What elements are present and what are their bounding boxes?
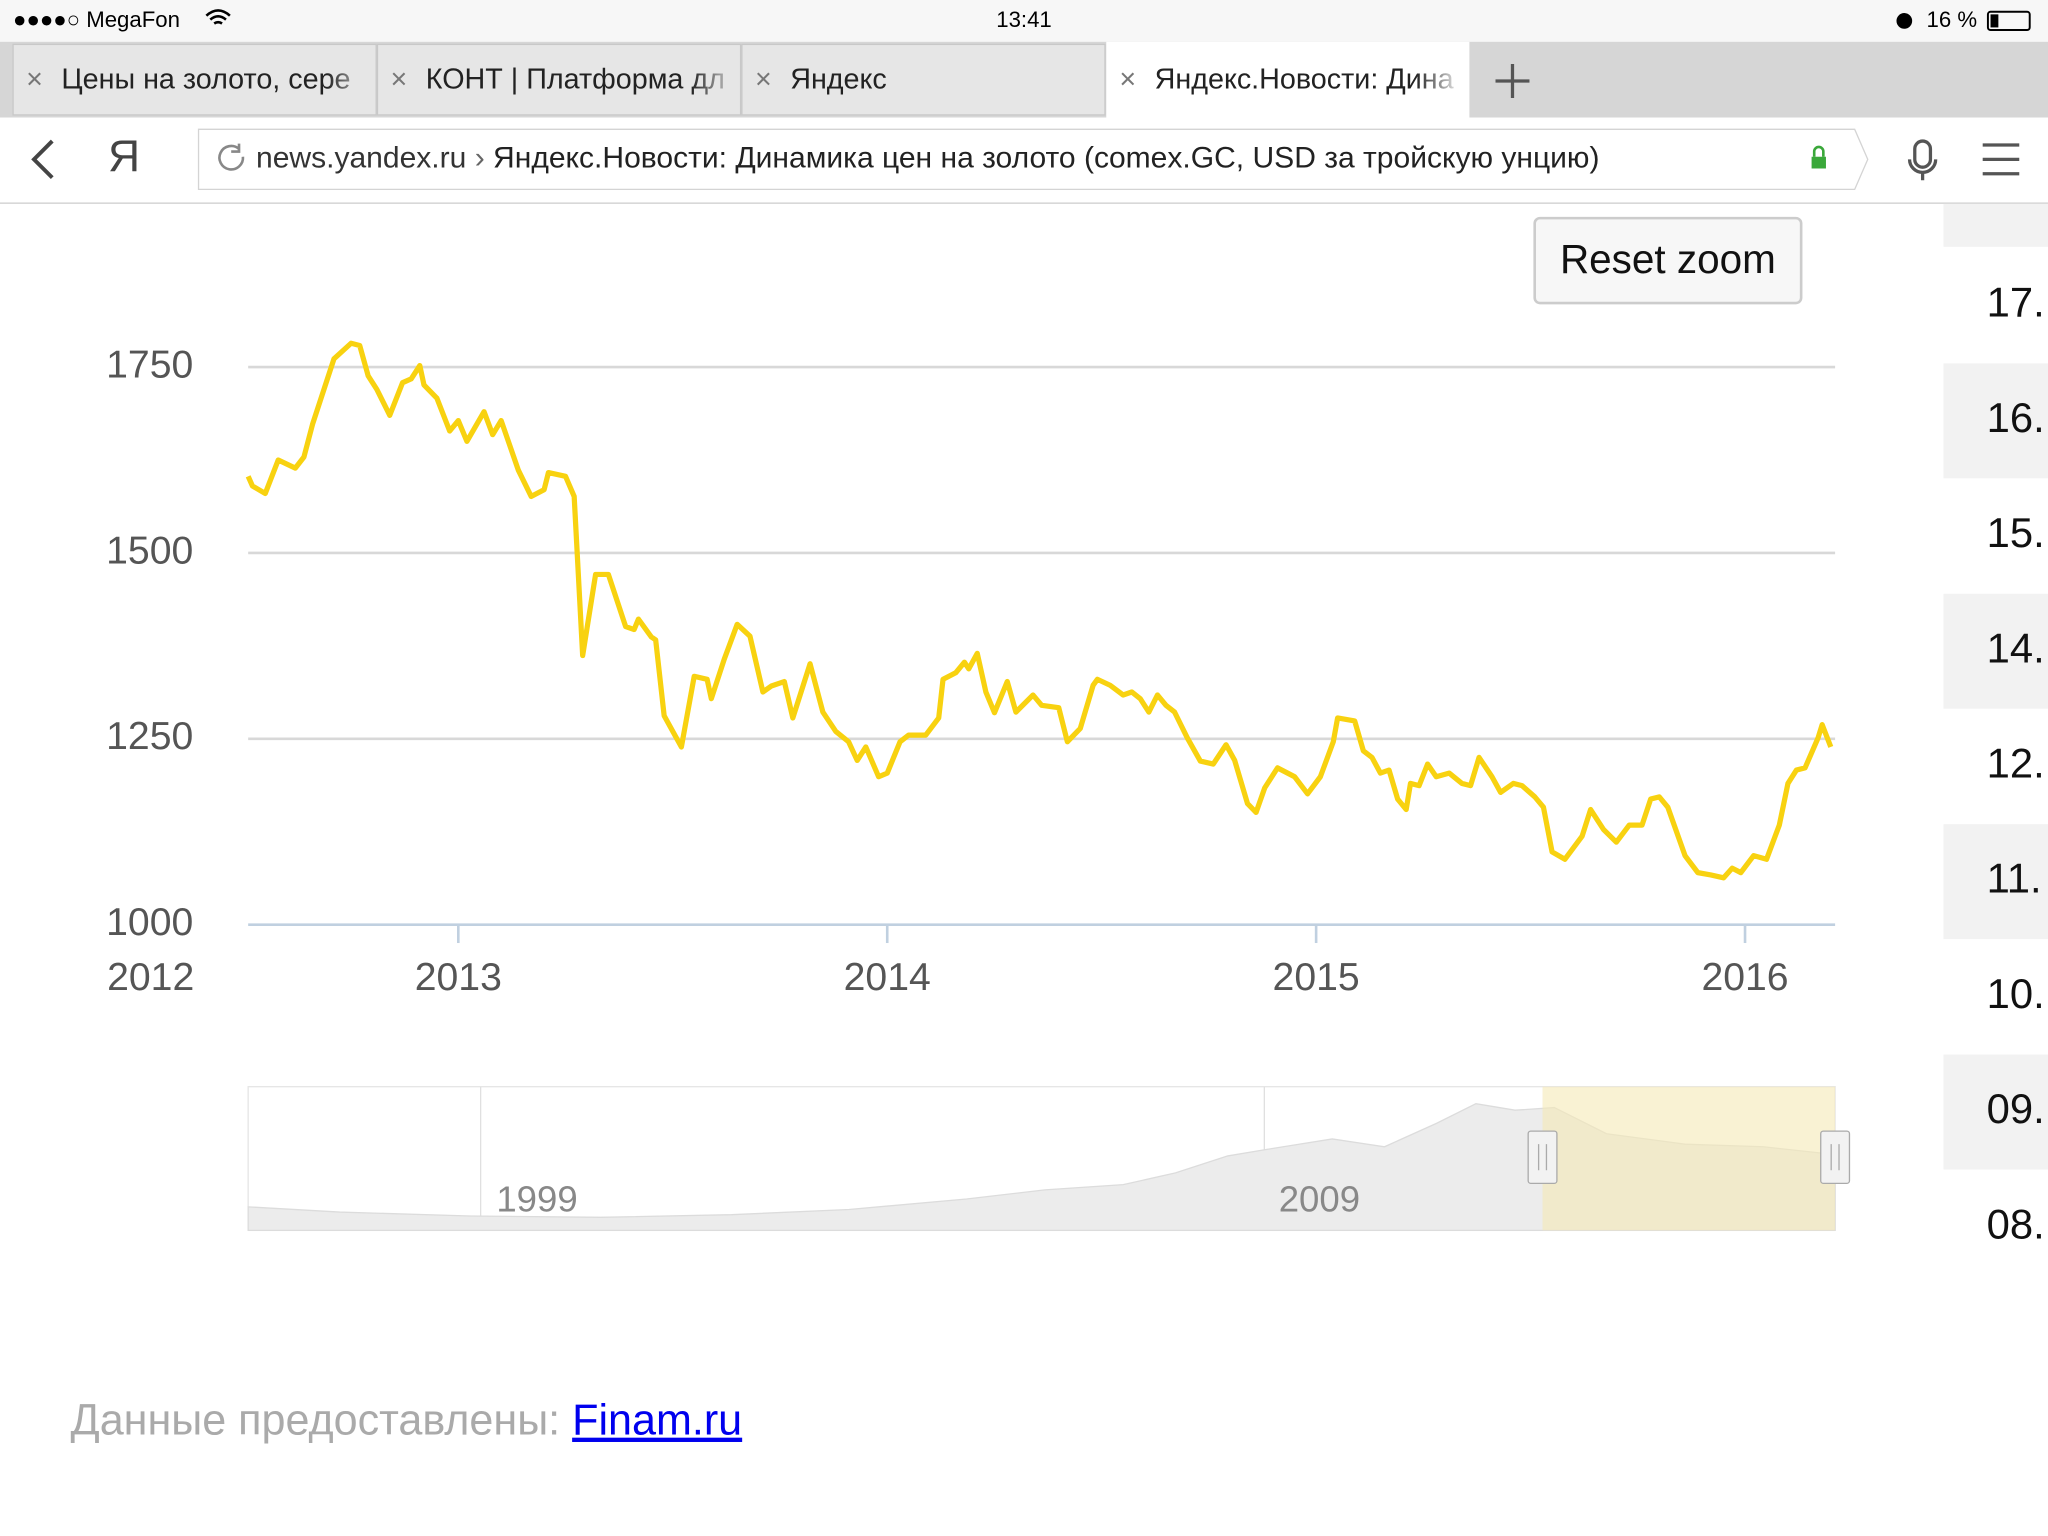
- button-label: Reset zoom: [1560, 236, 1776, 282]
- side-stripe: [1943, 363, 2048, 479]
- side-label: 11.: [1987, 855, 2042, 902]
- footer-link[interactable]: Finam.ru: [572, 1397, 742, 1445]
- tab-close[interactable]: ×: [391, 64, 408, 96]
- handle-grip: [1830, 1144, 1840, 1171]
- yandex-logo[interactable]: Я: [108, 132, 140, 181]
- reload-icon[interactable]: [218, 143, 245, 171]
- tab-background: [376, 43, 742, 116]
- side-label: 10.: [1987, 970, 2045, 1017]
- tab-title: КОНТ | Платформа дл: [426, 64, 725, 96]
- side-stripe: [1943, 593, 2048, 709]
- battery-level: 16 %: [1927, 7, 1978, 32]
- mic-button[interactable]: [1913, 139, 1933, 169]
- side-label: 09.: [1987, 1085, 2045, 1132]
- side-label: 12.: [1987, 739, 2045, 786]
- side-stripe: [1943, 203, 2048, 247]
- tab[interactable]: × КОНТ | Платформа дл: [376, 43, 742, 116]
- tab[interactable]: × Яндекс: [741, 43, 1106, 116]
- tab-fade: [326, 52, 374, 110]
- x-tick-label: 2015: [1273, 956, 1360, 999]
- y-tick-label: 1000: [106, 901, 193, 944]
- reset-zoom-button[interactable]: Reset zoom: [1533, 216, 1803, 305]
- battery-fill: [1990, 14, 1999, 28]
- back-button[interactable]: [31, 139, 54, 180]
- tab-active[interactable]: × Яндекс.Новости: Дина: [1106, 41, 1470, 121]
- side-label: 15.: [1987, 509, 2045, 556]
- navigator-label: 1999: [496, 1178, 577, 1219]
- chart: 1000 1250 1500 1750 2012 2013 2014 2015 2016: [106, 340, 1836, 999]
- address-domain: news.yandex.ru › Яндекс.Новости: Динамик…: [256, 141, 1599, 174]
- tab-background: [1106, 41, 1470, 121]
- tab[interactable]: × Цены на золото, сере: [12, 43, 377, 116]
- separator: ›: [475, 141, 485, 174]
- button-background: [1533, 216, 1803, 305]
- side-label: 14.: [1987, 624, 2045, 671]
- tab-background: [12, 43, 377, 116]
- tab-title: Яндекс: [790, 64, 887, 96]
- mic-stand: [1907, 159, 1938, 181]
- navigator-handle[interactable]: [1527, 1130, 1558, 1184]
- navigator: 1999 2009: [247, 1086, 1851, 1232]
- footer-text: Данные предоставлены:: [71, 1397, 561, 1445]
- tab-background: [741, 43, 1106, 116]
- y-tick-label: 1750: [106, 343, 193, 386]
- side-stripe: [1943, 1054, 2048, 1170]
- wifi-icon: [205, 9, 231, 25]
- address-fade: [1671, 133, 1790, 186]
- status-bar: [0, 0, 2048, 42]
- x-tick-label: 2013: [415, 956, 502, 999]
- domain: news.yandex.ru: [256, 141, 466, 174]
- tab-close[interactable]: ×: [755, 64, 772, 96]
- price-line: [245, 340, 1834, 881]
- lock-shackle: [1812, 145, 1825, 157]
- x-start-label: 2012: [107, 956, 194, 999]
- footer-credit: Данные предоставлены: Finam.ru: [71, 1397, 743, 1445]
- side-label: 16.: [1987, 394, 2045, 441]
- y-tick-label: 1500: [106, 529, 193, 572]
- new-tab-button[interactable]: [1495, 63, 1530, 98]
- alarm-icon: [1896, 13, 1913, 29]
- tab-title: Цены на золото, сере: [61, 64, 350, 96]
- x-tick-label: 2014: [844, 956, 931, 999]
- clock: 13:41: [996, 7, 1052, 32]
- x-tick-label: 2016: [1701, 956, 1788, 999]
- tab-fade: [1415, 52, 1463, 110]
- menu-button[interactable]: [1982, 143, 2020, 176]
- address-field[interactable]: [197, 128, 1869, 191]
- navigator-handle[interactable]: [1820, 1130, 1851, 1184]
- side-column: 17. 16. 15. 14. 12. 11. 10. 09. 08.: [1943, 203, 2048, 1247]
- y-tick-label: 1250: [106, 715, 193, 758]
- side-label: 08.: [1987, 1200, 2045, 1247]
- side-label: 17.: [1987, 279, 2045, 326]
- battery-icon: [1986, 10, 2031, 32]
- navigator-selection[interactable]: [1542, 1086, 1836, 1231]
- lock-icon: [1811, 156, 1826, 169]
- side-stripe: [1943, 824, 2048, 940]
- carrier: ●●●●○ MegaFon: [13, 7, 180, 32]
- page-title: Яндекс.Новости: Динамика цен на золото (…: [493, 141, 1599, 174]
- tab-title: Яндекс.Новости: Дина: [1155, 64, 1454, 96]
- tab-close[interactable]: ×: [1119, 64, 1136, 96]
- navigator-label: 2009: [1279, 1178, 1360, 1219]
- handle-grip: [1537, 1144, 1548, 1171]
- tab-close[interactable]: ×: [26, 64, 43, 96]
- tab-fade: [690, 52, 738, 110]
